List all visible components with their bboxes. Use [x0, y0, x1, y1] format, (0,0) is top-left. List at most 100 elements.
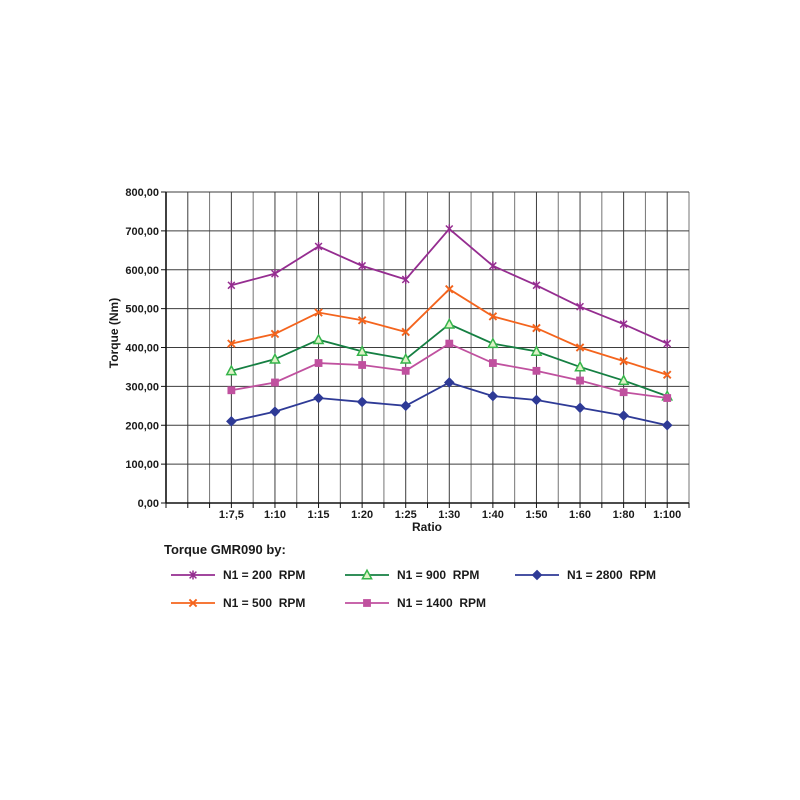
- diamond-marker-icon: [313, 392, 324, 404]
- y-tick-label: 100,00: [125, 459, 159, 471]
- legend-marker: [515, 569, 559, 581]
- star-marker-icon: [488, 261, 497, 271]
- x-tick-label: 1:7,5: [219, 509, 244, 521]
- square-marker-icon: [401, 366, 410, 375]
- x-tick-label: 1:60: [569, 509, 591, 521]
- x-tick-label: 1:20: [351, 509, 373, 521]
- x-tick-label: 1:50: [525, 509, 547, 521]
- star-marker-icon: [401, 274, 410, 284]
- x-marker-icon: [575, 343, 585, 352]
- legend-label: N1 = 1400 RPM: [397, 596, 487, 610]
- star-marker-icon: [532, 280, 541, 290]
- legend-marker: [171, 570, 215, 580]
- square-marker-icon: [358, 361, 367, 369]
- diamond-marker-icon: [356, 396, 368, 408]
- y-axis-title: Torque (Nm): [107, 297, 121, 369]
- y-tick-label: 700,00: [125, 226, 159, 238]
- triangle-marker-icon: [530, 344, 543, 356]
- triangle-marker-icon: [269, 352, 281, 364]
- star-marker-icon: [663, 339, 672, 349]
- diamond-marker-icon: [400, 400, 412, 412]
- diamond-marker-icon: [531, 569, 543, 581]
- diamond-marker-icon: [661, 419, 673, 431]
- series-n1-1400-rpm: [227, 339, 672, 402]
- y-tick-label: 300,00: [125, 381, 159, 393]
- square-marker-icon: [314, 359, 323, 367]
- x-marker-icon: [488, 312, 498, 321]
- square-marker-icon: [488, 359, 497, 367]
- triangle-marker-icon: [356, 344, 368, 356]
- x-marker-icon: [401, 327, 410, 337]
- x-axis-title: Ratio: [412, 520, 442, 534]
- star-marker-icon: [358, 261, 367, 271]
- diamond-marker-icon: [269, 406, 281, 417]
- diamond-marker-icon: [487, 390, 499, 402]
- x-tick-label: 1:25: [395, 509, 417, 521]
- square-marker-icon: [363, 599, 371, 607]
- legend-label: N1 = 200 RPM: [223, 568, 306, 582]
- legend-item-n1-1400-rpm: N1 = 1400 RPM: [344, 595, 486, 611]
- x-marker-icon: [314, 308, 323, 317]
- y-tick-label: 400,00: [125, 343, 159, 355]
- legend-title: Torque GMR090 by:: [164, 542, 286, 557]
- legend-item-n1-500-rpm: N1 = 500 RPM: [170, 595, 305, 611]
- star-marker-icon: [445, 224, 454, 234]
- legend-label: N1 = 500 RPM: [223, 596, 306, 610]
- x-marker-icon: [270, 329, 280, 339]
- y-tick-label: 200,00: [125, 420, 159, 432]
- diamond-marker-icon: [443, 377, 455, 388]
- square-marker-icon: [576, 376, 584, 385]
- x-marker-icon: [357, 316, 367, 325]
- star-marker-icon: [271, 269, 279, 279]
- square-marker-icon: [445, 339, 454, 348]
- y-tick-label: 800,00: [125, 187, 159, 199]
- x-tick-label: 1:100: [653, 509, 681, 521]
- triangle-marker-icon: [361, 568, 373, 580]
- y-tick-label: 0,00: [138, 498, 159, 510]
- legend-label: N1 = 2800 RPM: [567, 568, 657, 582]
- star-marker-icon: [189, 570, 197, 580]
- triangle-marker-icon: [574, 360, 586, 372]
- legend-item-n1-900-rpm: N1 = 900 RPM: [344, 567, 479, 583]
- x-marker-icon: [619, 356, 628, 366]
- legend-marker: [171, 598, 215, 608]
- x-tick-label: 1:40: [482, 509, 504, 521]
- triangle-marker-icon: [225, 364, 238, 376]
- series-n1-2800-rpm: [226, 377, 673, 431]
- square-marker-icon: [619, 388, 628, 397]
- triangle-marker-icon: [617, 374, 630, 386]
- triangle-marker-icon: [487, 337, 499, 349]
- star-marker-icon: [576, 302, 584, 312]
- series-n1-200-rpm: [227, 224, 672, 349]
- x-marker-icon: [227, 339, 236, 348]
- y-tick-label: 500,00: [125, 304, 159, 316]
- legend-item-n1-2800-rpm: N1 = 2800 RPM: [514, 567, 656, 583]
- x-marker-icon: [188, 598, 198, 608]
- y-tick-label: 600,00: [125, 265, 159, 277]
- x-marker-icon: [662, 370, 672, 379]
- diamond-marker-icon: [531, 394, 542, 406]
- star-marker-icon: [314, 241, 323, 251]
- triangle-marker-icon: [443, 317, 456, 329]
- legend-marker: [345, 568, 389, 580]
- series-n1-900-rpm: [225, 317, 674, 401]
- diamond-marker-icon: [574, 402, 586, 414]
- legend-label: N1 = 900 RPM: [397, 568, 480, 582]
- square-marker-icon: [227, 386, 236, 395]
- legend-item-n1-200-rpm: N1 = 200 RPM: [170, 567, 305, 583]
- x-marker-icon: [445, 284, 454, 294]
- x-tick-label: 1:10: [264, 509, 286, 521]
- square-marker-icon: [271, 378, 279, 387]
- x-marker-icon: [532, 323, 541, 333]
- triangle-marker-icon: [312, 333, 325, 345]
- legend-marker: [345, 599, 389, 607]
- triangle-marker-icon: [399, 352, 412, 364]
- series-n1-500-rpm: [227, 284, 672, 379]
- x-tick-label: 1:30: [438, 509, 460, 521]
- x-tick-label: 1:80: [613, 509, 635, 521]
- star-marker-icon: [619, 319, 628, 329]
- square-marker-icon: [663, 394, 672, 402]
- square-marker-icon: [532, 366, 541, 375]
